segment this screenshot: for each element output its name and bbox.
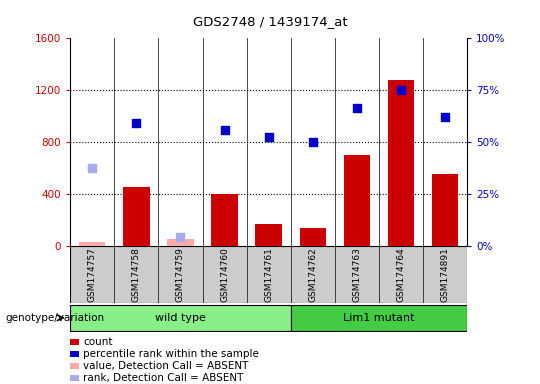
Text: wild type: wild type	[155, 313, 206, 323]
Point	[132, 119, 141, 126]
Bar	[300, 228, 326, 246]
Bar	[70, 375, 79, 381]
Point	[353, 105, 361, 111]
Text: GSM174760: GSM174760	[220, 247, 229, 302]
Text: GSM174758: GSM174758	[132, 247, 141, 302]
Bar	[432, 174, 458, 246]
Bar	[70, 363, 79, 369]
Bar	[70, 351, 79, 357]
Point	[308, 139, 317, 145]
Text: GSM174763: GSM174763	[353, 247, 361, 302]
Text: rank, Detection Call = ABSENT: rank, Detection Call = ABSENT	[83, 373, 244, 383]
Text: GDS2748 / 1439174_at: GDS2748 / 1439174_at	[193, 15, 347, 28]
Bar	[79, 242, 105, 246]
Point	[397, 87, 406, 93]
Text: GSM174757: GSM174757	[87, 247, 97, 302]
Text: genotype/variation: genotype/variation	[5, 313, 105, 323]
Text: GSM174759: GSM174759	[176, 247, 185, 302]
Text: GSM174761: GSM174761	[264, 247, 273, 302]
Text: value, Detection Call = ABSENT: value, Detection Call = ABSENT	[83, 361, 248, 371]
Text: Lim1 mutant: Lim1 mutant	[343, 313, 415, 323]
Bar	[388, 80, 414, 246]
Text: percentile rank within the sample: percentile rank within the sample	[83, 349, 259, 359]
Bar	[123, 187, 150, 246]
Text: GSM174764: GSM174764	[396, 247, 406, 302]
Point	[176, 233, 185, 240]
Bar	[70, 305, 291, 331]
Text: count: count	[83, 337, 112, 347]
Point	[441, 114, 449, 121]
Bar	[211, 194, 238, 246]
Point	[88, 165, 97, 171]
Bar	[255, 224, 282, 246]
Text: GSM174891: GSM174891	[441, 247, 449, 302]
Bar	[291, 305, 467, 331]
Bar	[70, 339, 79, 345]
Bar	[343, 155, 370, 246]
Point	[265, 134, 273, 140]
Point	[220, 127, 229, 134]
Bar	[167, 239, 194, 246]
Text: GSM174762: GSM174762	[308, 247, 318, 302]
